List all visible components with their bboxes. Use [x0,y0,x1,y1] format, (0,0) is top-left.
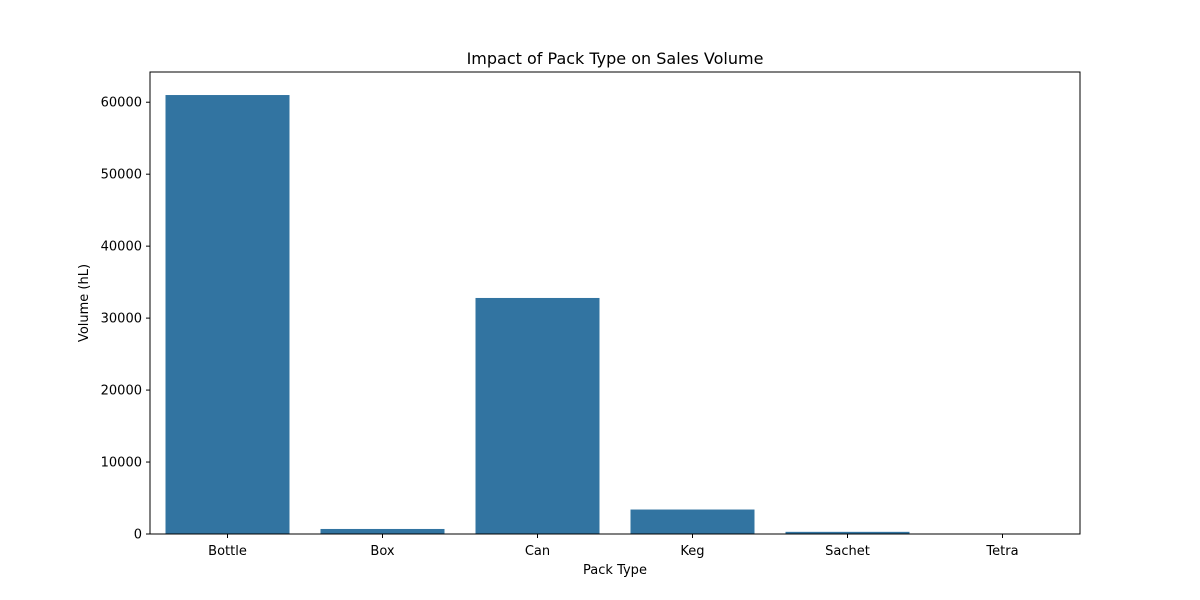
x-tick-label: Tetra [985,544,1018,559]
x-tick-label: Keg [680,544,704,559]
y-tick-label: 30000 [101,312,142,327]
bar-keg [630,509,755,534]
ticks-layer: Bottle Box Can Keg Sachet Tetra 0 10000 20000 300… [101,96,1019,559]
y-tick-label: 50000 [101,168,142,183]
chart-title: Impact of Pack Type on Sales Volume [467,49,764,68]
bars-layer [165,95,1065,534]
x-tick-label: Box [370,544,394,559]
axes-layer [149,71,1081,535]
y-tick-label: 10000 [101,456,142,471]
bar-can [475,297,600,534]
bar-bottle [165,95,290,534]
y-tick-label: 40000 [101,240,142,255]
y-tick-label: 60000 [101,96,142,111]
plot-frame [149,71,1081,535]
y-tick-label: 0 [134,528,142,543]
y-tick-label: 20000 [101,384,142,399]
bar-sachet [785,531,910,534]
x-tick-label: Bottle [208,544,247,559]
x-tick-label: Can [525,544,550,559]
y-axis-label: Volume (hL) [77,264,92,342]
x-axis-label: Pack Type [583,563,647,578]
bar-box [320,528,445,534]
x-tick-label: Sachet [825,544,870,559]
